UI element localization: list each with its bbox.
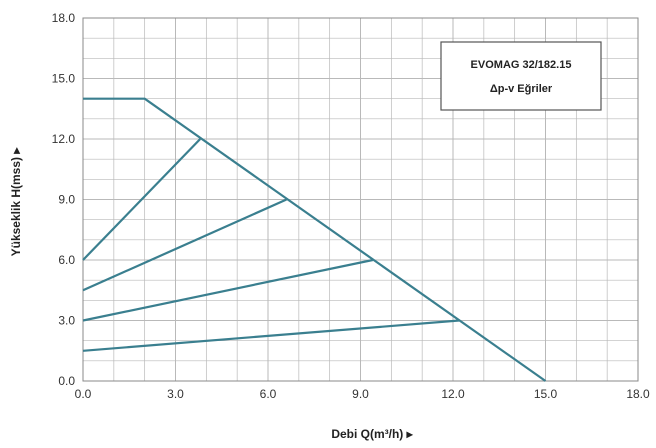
x-axis-label: Debi Q(m³/h) ▸ <box>331 427 413 441</box>
y-tick-label: 3.0 <box>58 314 75 328</box>
series-line-4 <box>82 258 374 322</box>
x-tick-label: 18.0 <box>626 387 650 401</box>
series-line-1 <box>83 97 547 382</box>
y-tick-label: 6.0 <box>58 253 75 267</box>
y-tick-label: 15.0 <box>52 72 76 86</box>
tick-labels: 0.0 3.0 6.0 9.0 12.0 15.0 18.0 0.0 3.0 6.0 9.0 12.0… <box>52 11 650 401</box>
y-tick-label: 12.0 <box>52 132 76 146</box>
plot-frame <box>82 17 639 382</box>
chart-subtitle: Δp-v Eğriler <box>490 83 553 95</box>
x-tick-label: 9.0 <box>352 387 369 401</box>
x-tick-label: 3.0 <box>167 387 184 401</box>
y-tick-label: 9.0 <box>58 193 75 207</box>
x-tick-label: 15.0 <box>534 387 558 401</box>
y-axis-label: Yükseklik H(mss) ▸ <box>9 147 23 257</box>
x-tick-label: 0.0 <box>75 387 92 401</box>
chart-title: EVOMAG 32/182.15 <box>471 59 572 71</box>
x-tick-label: 12.0 <box>441 387 465 401</box>
title-box: EVOMAG 32/182.15 Δp-v Eğriler <box>440 41 602 111</box>
y-tick-label: 0.0 <box>58 374 75 388</box>
series-line-5 <box>82 319 460 352</box>
series-group <box>82 97 547 382</box>
series-line-3 <box>82 198 287 292</box>
title-box-frame <box>440 41 602 111</box>
x-tick-label: 6.0 <box>260 387 277 401</box>
series-line-2 <box>82 138 201 261</box>
y-tick-label: 18.0 <box>52 11 76 25</box>
